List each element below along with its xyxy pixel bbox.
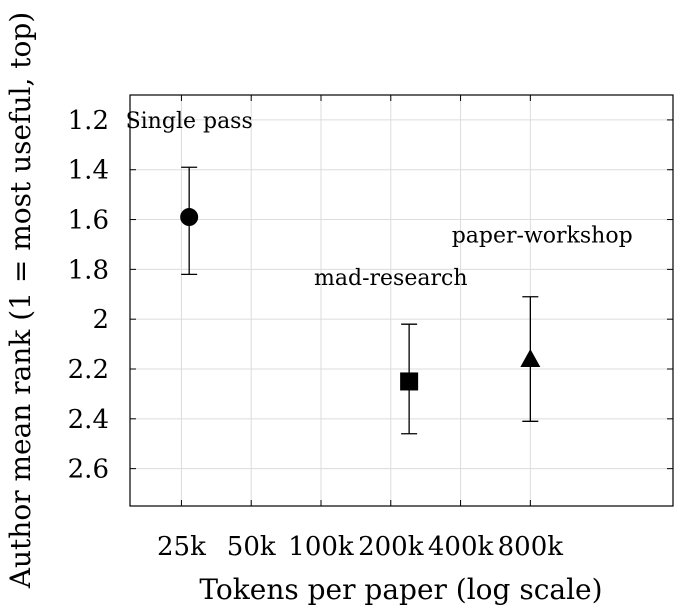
x-tick-label: 50k bbox=[227, 532, 276, 562]
plot-frame bbox=[129, 94, 674, 507]
y-tick-label: 2.6 bbox=[68, 455, 109, 485]
x-tick-label: 25k bbox=[157, 532, 206, 562]
triangle-marker bbox=[520, 349, 541, 368]
x-tick-label: 400k bbox=[428, 532, 494, 562]
point-annotations: Single pass mad-research paper-workshop bbox=[126, 109, 633, 291]
x-tick-label: 800k bbox=[498, 532, 564, 562]
point-label: Single pass bbox=[126, 109, 253, 134]
data-point-triangle bbox=[520, 296, 541, 422]
square-marker bbox=[400, 372, 419, 391]
x-axis-label: Tokens per paper (log scale) bbox=[199, 573, 602, 606]
x-tick-label: 100k bbox=[288, 532, 354, 562]
y-tick-label: 1.6 bbox=[68, 206, 109, 236]
data-point-circle bbox=[180, 166, 199, 275]
y-tick-label: 2.2 bbox=[68, 355, 109, 385]
y-tick-label: 1.2 bbox=[68, 106, 109, 136]
data-point-square bbox=[400, 323, 419, 435]
point-label: paper-workshop bbox=[452, 223, 633, 248]
grid-lines bbox=[130, 95, 673, 506]
x-tick-label: 200k bbox=[358, 532, 424, 562]
data-points bbox=[180, 166, 541, 435]
point-label: mad-research bbox=[314, 266, 467, 291]
x-tick-labels: 25k 50k 100k 200k 400k 800k bbox=[157, 532, 563, 562]
y-tick-label: 1.8 bbox=[68, 255, 109, 285]
axis-ticks bbox=[130, 95, 673, 506]
y-tick-label: 2.4 bbox=[68, 405, 109, 435]
y-axis-label: Author mean rank (1 = most useful, top) bbox=[4, 12, 37, 589]
y-tick-label: 1.4 bbox=[68, 156, 109, 186]
y-tick-labels: 1.2 1.4 1.6 1.8 2 2.2 2.4 2.6 bbox=[68, 106, 109, 485]
circle-marker bbox=[180, 208, 199, 227]
y-tick-label: 2 bbox=[92, 305, 109, 335]
